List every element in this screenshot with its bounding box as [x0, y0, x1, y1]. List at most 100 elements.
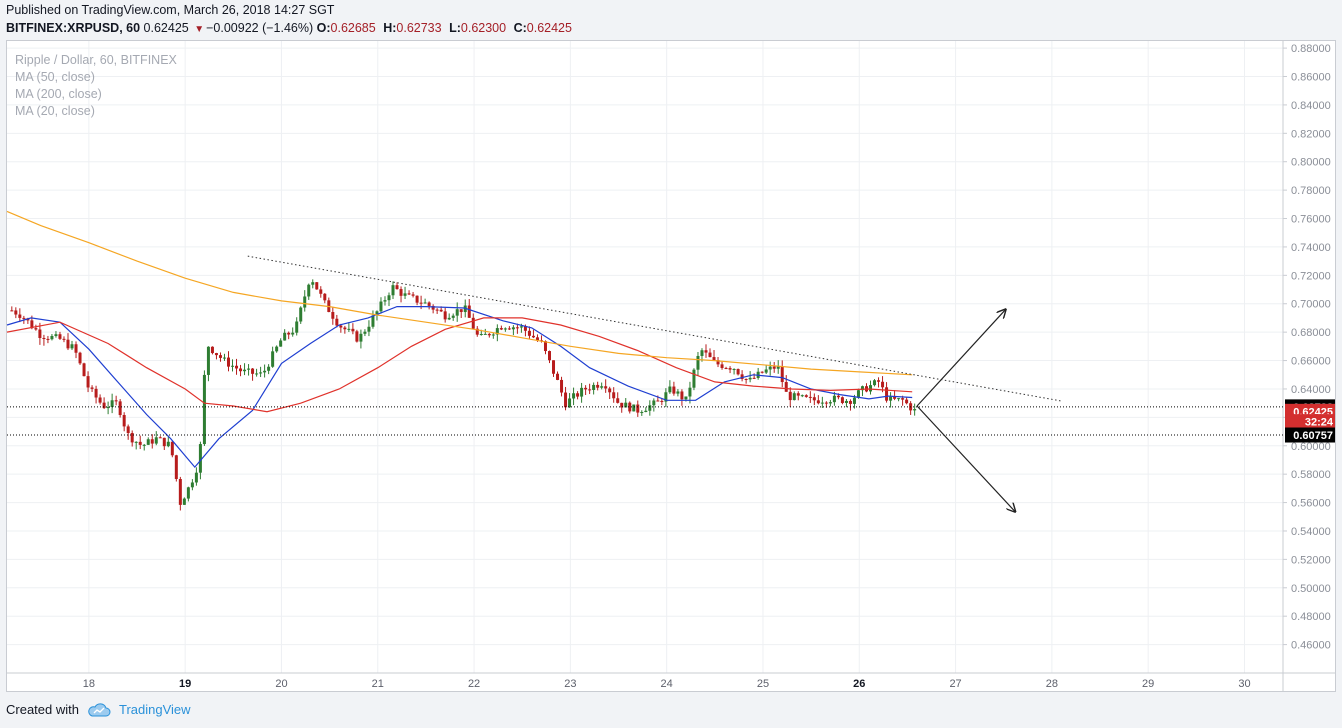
candle-body[interactable] [367, 326, 371, 332]
candle-body[interactable] [616, 398, 620, 403]
legend-ma200[interactable]: MA (200, close) [15, 87, 102, 101]
candle-body[interactable] [519, 326, 523, 328]
candle-body[interactable] [391, 285, 395, 296]
candle-body[interactable] [636, 404, 640, 413]
candle-body[interactable] [22, 317, 26, 319]
candle-body[interactable] [198, 444, 202, 473]
candle-body[interactable] [628, 402, 632, 412]
candle-body[interactable] [307, 284, 311, 297]
candle-body[interactable] [869, 385, 873, 392]
candle-body[interactable] [792, 393, 796, 401]
candle-body[interactable] [479, 334, 483, 336]
candle-body[interactable] [202, 374, 206, 445]
candle-body[interactable] [913, 409, 917, 411]
candle-body[interactable] [885, 387, 889, 401]
candle-body[interactable] [840, 397, 844, 403]
candle-body[interactable] [38, 329, 42, 338]
legend-ma20[interactable]: MA (20, close) [15, 104, 95, 118]
candle-body[interactable] [130, 433, 134, 443]
candle-body[interactable] [255, 373, 259, 375]
candle-body[interactable] [672, 386, 676, 394]
candle-body[interactable] [828, 402, 832, 404]
candle-body[interactable] [58, 334, 62, 339]
candle-body[interactable] [656, 400, 660, 402]
candle-body[interactable] [652, 400, 656, 406]
candle-body[interactable] [692, 369, 696, 388]
candle-body[interactable] [347, 328, 351, 330]
candle-body[interactable] [62, 338, 66, 340]
candle-body[interactable] [824, 402, 828, 404]
candle-body[interactable] [848, 400, 852, 404]
candle-body[interactable] [335, 318, 339, 326]
candle-body[interactable] [812, 397, 816, 401]
candle-body[interactable] [383, 300, 387, 302]
candle-body[interactable] [451, 315, 455, 318]
candle-body[interactable] [684, 396, 688, 400]
candle-body[interactable] [768, 366, 772, 370]
candle-body[interactable] [576, 393, 580, 397]
candle-body[interactable] [267, 366, 271, 371]
candle-body[interactable] [158, 437, 162, 439]
candle-body[interactable] [556, 373, 560, 380]
candle-body[interactable] [856, 390, 860, 398]
candle-body[interactable] [182, 498, 186, 505]
candle-body[interactable] [893, 396, 897, 399]
candle-body[interactable] [371, 315, 375, 327]
candle-body[interactable] [399, 289, 403, 296]
candle-body[interactable] [832, 395, 836, 403]
candle-body[interactable] [897, 398, 901, 400]
candle-body[interactable] [439, 309, 443, 312]
candle-body[interactable] [487, 333, 491, 336]
candle-body[interactable] [740, 374, 744, 379]
candle-body[interactable] [852, 397, 856, 404]
legend-ma50[interactable]: MA (50, close) [15, 70, 95, 84]
candle-body[interactable] [210, 346, 214, 354]
candle-body[interactable] [403, 293, 407, 296]
candle-body[interactable] [235, 365, 239, 369]
candle-body[interactable] [728, 368, 732, 370]
candle-body[interactable] [572, 393, 576, 399]
candle-body[interactable] [30, 320, 34, 329]
arrow-up-projection[interactable] [916, 309, 1006, 407]
candle-body[interactable] [736, 369, 740, 375]
candle-body[interactable] [295, 321, 299, 333]
candle-body[interactable] [279, 340, 283, 347]
candle-body[interactable] [860, 386, 864, 391]
candle-body[interactable] [760, 371, 764, 373]
symbol-name[interactable]: BITFINEX:XRPUSD, 60 [6, 21, 141, 35]
candle-body[interactable] [427, 302, 431, 306]
candle-body[interactable] [355, 331, 359, 342]
candle-body[interactable] [178, 479, 182, 505]
candle-body[interactable] [431, 305, 435, 310]
candle-body[interactable] [170, 441, 174, 456]
candle-body[interactable] [331, 312, 335, 319]
candle-body[interactable] [780, 366, 784, 383]
candle-body[interactable] [499, 328, 503, 330]
candle-body[interactable] [788, 391, 792, 401]
candle-body[interactable] [194, 472, 198, 483]
candle-body[interactable] [604, 386, 608, 389]
candle-body[interactable] [14, 310, 18, 315]
candle-body[interactable] [580, 387, 584, 397]
candle-body[interactable] [552, 360, 556, 374]
ma-line[interactable] [6, 306, 913, 469]
candle-body[interactable] [315, 282, 319, 290]
candle-body[interactable] [226, 357, 230, 367]
candle-body[interactable] [680, 391, 684, 400]
candle-body[interactable] [648, 405, 652, 411]
candle-body[interactable] [608, 388, 612, 393]
candle-body[interactable] [467, 305, 471, 318]
candle-body[interactable] [732, 369, 736, 371]
candle-body[interactable] [251, 368, 255, 374]
candle-body[interactable] [150, 439, 154, 444]
candle-body[interactable] [287, 332, 291, 335]
candle-body[interactable] [752, 377, 756, 379]
candle-body[interactable] [106, 407, 110, 409]
candle-body[interactable] [543, 341, 547, 352]
candle-body[interactable] [162, 437, 166, 447]
candle-body[interactable] [239, 368, 243, 372]
candle-body[interactable] [174, 455, 178, 480]
candle-body[interactable] [808, 396, 812, 398]
candle-body[interactable] [299, 307, 303, 322]
candle-body[interactable] [415, 295, 419, 303]
